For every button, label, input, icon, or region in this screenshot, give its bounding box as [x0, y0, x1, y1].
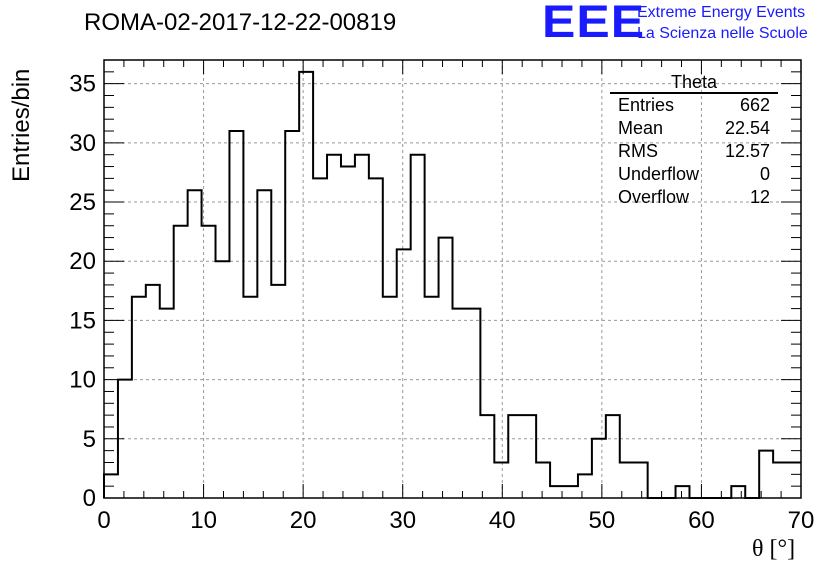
y-tick-label: 35	[69, 71, 96, 98]
logo-line-1: Extreme Energy Events	[637, 4, 806, 21]
stats-row-mean: Mean 22.54	[610, 117, 778, 140]
stats-row-rms: RMS 12.57	[610, 140, 778, 163]
stats-row-entries: Entries 662	[610, 94, 778, 117]
x-tick-label: 60	[688, 507, 715, 534]
stats-value: 662	[739, 95, 770, 115]
stats-value: 0	[759, 164, 770, 184]
y-tick-label: 30	[69, 130, 96, 157]
stats-row-underflow: Underflow 0	[610, 163, 778, 186]
stats-label: Overflow	[618, 187, 690, 207]
plot-frame	[103, 59, 802, 499]
stats-label: Entries	[618, 95, 675, 115]
stats-box: Theta Entries 662 Mean 22.54 RMS 12.57 U…	[610, 72, 778, 209]
x-tick-label: 40	[489, 507, 516, 534]
stats-label: Underflow	[618, 164, 700, 184]
tick-labels: 0 10 20 30 40 50 60 70 0 5 10 15 20 25 30 35	[69, 71, 814, 534]
stats-label: RMS	[618, 141, 658, 161]
eee-logo: EEE	[542, 0, 646, 47]
stats-value: 22.54	[724, 118, 770, 138]
y-tick-label: 20	[69, 248, 96, 275]
y-tick-label: 5	[83, 426, 96, 453]
y-tick-label: 10	[69, 367, 96, 394]
y-tick-label: 15	[69, 307, 96, 334]
stats-label: Mean	[618, 118, 664, 138]
chart-title: ROMA-02-2017-12-22-00819	[84, 9, 397, 36]
y-axis-label: Entries/bin	[8, 68, 35, 182]
logo-line-2: La Scienza nelle Scuole	[637, 25, 808, 42]
y-tick-label: 25	[69, 189, 96, 216]
x-tick-label: 20	[290, 507, 317, 534]
stats-value: 12.57	[724, 141, 770, 161]
x-tick-label: 30	[389, 507, 416, 534]
stats-value: 12	[749, 187, 770, 207]
x-axis-label: θ [°]	[752, 536, 796, 562]
x-tick-label: 0	[97, 507, 110, 534]
stats-row-overflow: Overflow 12	[610, 186, 778, 209]
stats-title: Theta	[610, 72, 778, 94]
x-tick-label: 10	[190, 507, 217, 534]
y-tick-label: 0	[83, 485, 96, 512]
x-tick-label: 50	[589, 507, 616, 534]
x-tick-label: 70	[788, 507, 815, 534]
